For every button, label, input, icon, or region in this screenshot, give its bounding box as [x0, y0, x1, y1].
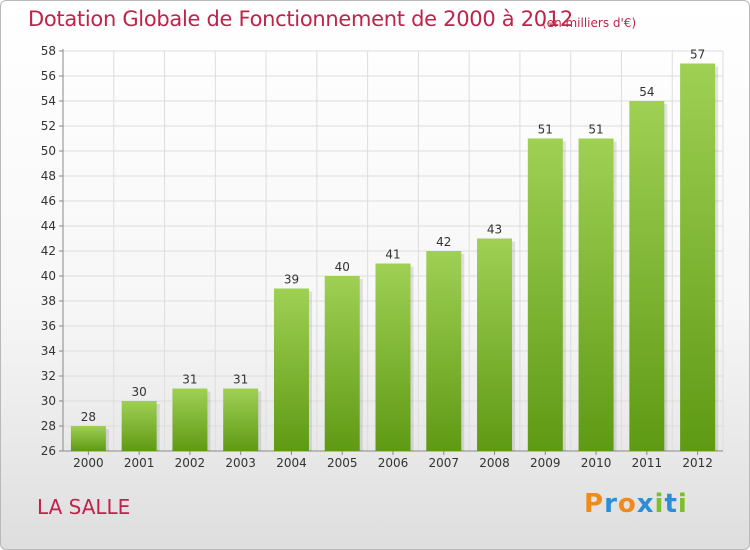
- logo-letter: o: [617, 489, 637, 519]
- y-tick-label: 28: [41, 419, 56, 433]
- y-tick-label: 54: [41, 94, 56, 108]
- y-tick-label: 44: [41, 219, 56, 233]
- y-tick-label: 56: [41, 69, 56, 83]
- bar: [375, 263, 411, 451]
- chart-title: Dotation Globale de Fonctionnement de 20…: [28, 7, 573, 31]
- bar: [172, 388, 208, 451]
- x-tick-label: 2002: [175, 456, 206, 470]
- logo-letter: P: [584, 489, 605, 519]
- tick-labels: 26 28 30 32 34 36 38 40 42 44 46 48 50 52 54 56 58 2000 20…: [41, 44, 713, 470]
- y-tick-label: 32: [41, 369, 56, 383]
- y-tick-label: 26: [41, 444, 56, 458]
- data-label: 54: [639, 85, 654, 99]
- x-tick-label: 2005: [327, 456, 358, 470]
- data-label: 28: [81, 410, 96, 424]
- commune-name: LA SALLE: [37, 495, 131, 519]
- bar-chart: 28 30 31 31 39 40 41 42 43 51 51 54 57 26 28 30 32 34 36 3…: [41, 44, 724, 470]
- y-tick-label: 48: [41, 169, 56, 183]
- data-labels: 28 30 31 31 39 40 41 42 43 51 51 54 57: [81, 48, 706, 425]
- bar: [477, 238, 513, 451]
- x-tick-label: 2010: [581, 456, 612, 470]
- logo-letter: x: [636, 489, 655, 519]
- y-tick-label: 52: [41, 119, 56, 133]
- bar: [578, 138, 614, 451]
- bar: [223, 388, 259, 451]
- data-label: 57: [690, 48, 705, 62]
- data-label: 30: [132, 385, 147, 399]
- data-label: 43: [487, 223, 502, 237]
- proxiti-logo: Proxiti: [584, 489, 688, 519]
- y-tick-label: 34: [41, 344, 56, 358]
- data-label: 42: [436, 235, 451, 249]
- data-label: 31: [182, 373, 197, 387]
- y-tick-label: 40: [41, 269, 56, 283]
- data-label: 51: [538, 123, 553, 137]
- y-tick-label: 30: [41, 394, 56, 408]
- x-tick-label: 2001: [124, 456, 155, 470]
- data-label: 31: [233, 373, 248, 387]
- bar: [629, 101, 665, 451]
- bar: [426, 251, 462, 451]
- y-tick-label: 38: [41, 294, 56, 308]
- y-tick-label: 42: [41, 244, 56, 258]
- unit-label: (en milliers d'€): [542, 16, 637, 30]
- logo-letter: t: [664, 489, 678, 519]
- data-label: 51: [588, 123, 603, 137]
- data-label: 40: [335, 260, 350, 274]
- y-tick-label: 46: [41, 194, 56, 208]
- x-tick-label: 2012: [682, 456, 713, 470]
- bars: [70, 63, 719, 451]
- data-label: 39: [284, 273, 299, 287]
- bar: [680, 63, 716, 451]
- x-tick-label: 2004: [276, 456, 307, 470]
- x-tick-label: 2007: [428, 456, 459, 470]
- x-tick-label: 2008: [479, 456, 510, 470]
- bar: [527, 138, 563, 451]
- y-tick-label: 36: [41, 319, 56, 333]
- logo-letter: r: [604, 489, 618, 519]
- y-tick-label: 50: [41, 144, 56, 158]
- bar: [273, 288, 309, 451]
- x-tick-label: 2003: [225, 456, 256, 470]
- bar: [324, 276, 360, 451]
- y-tick-label: 58: [41, 44, 56, 58]
- logo-letter: i: [654, 489, 665, 519]
- x-tick-label: 2006: [378, 456, 409, 470]
- bar: [121, 401, 157, 451]
- data-label: 41: [385, 248, 400, 262]
- x-tick-label: 2000: [73, 456, 104, 470]
- bar: [70, 426, 106, 451]
- x-tick-label: 2011: [632, 456, 663, 470]
- x-tick-label: 2009: [530, 456, 561, 470]
- logo-letter: i: [677, 489, 688, 519]
